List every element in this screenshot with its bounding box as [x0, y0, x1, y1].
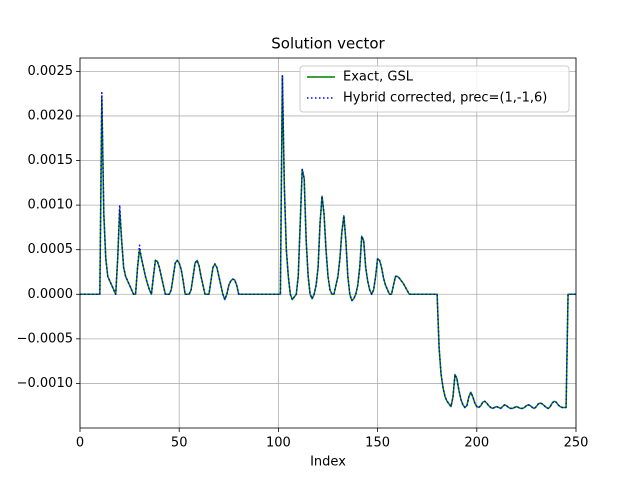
x-axis-label: Index: [310, 455, 346, 470]
y-tick-label: 0.0005: [28, 242, 74, 257]
legend-label: Hybrid corrected, prec=(1,-1,6): [343, 91, 547, 106]
x-tick-label: 200: [464, 436, 489, 451]
legend-box: [299, 65, 570, 113]
y-tick-label: −0.0010: [17, 376, 73, 391]
x-tick-label: 50: [171, 436, 188, 451]
y-tick-label: 0.0015: [28, 153, 74, 168]
y-tick-label: 0.0010: [28, 198, 74, 213]
line-series: [80, 75, 576, 410]
x-tick-label: 250: [564, 436, 589, 451]
y-tick-label: −0.0005: [17, 331, 73, 346]
x-tick-label: 0: [76, 436, 84, 451]
legend-label: Exact, GSL: [343, 70, 414, 85]
y-tick-label: 0.0000: [28, 287, 74, 302]
y-tick-label: 0.0020: [28, 108, 74, 123]
chart-title: Solution vector: [271, 35, 385, 53]
y-tick-label: 0.0025: [28, 64, 74, 79]
axes-frame: [79, 57, 577, 429]
x-tick-label: 150: [365, 436, 390, 451]
x-tick-label: 100: [266, 436, 291, 451]
